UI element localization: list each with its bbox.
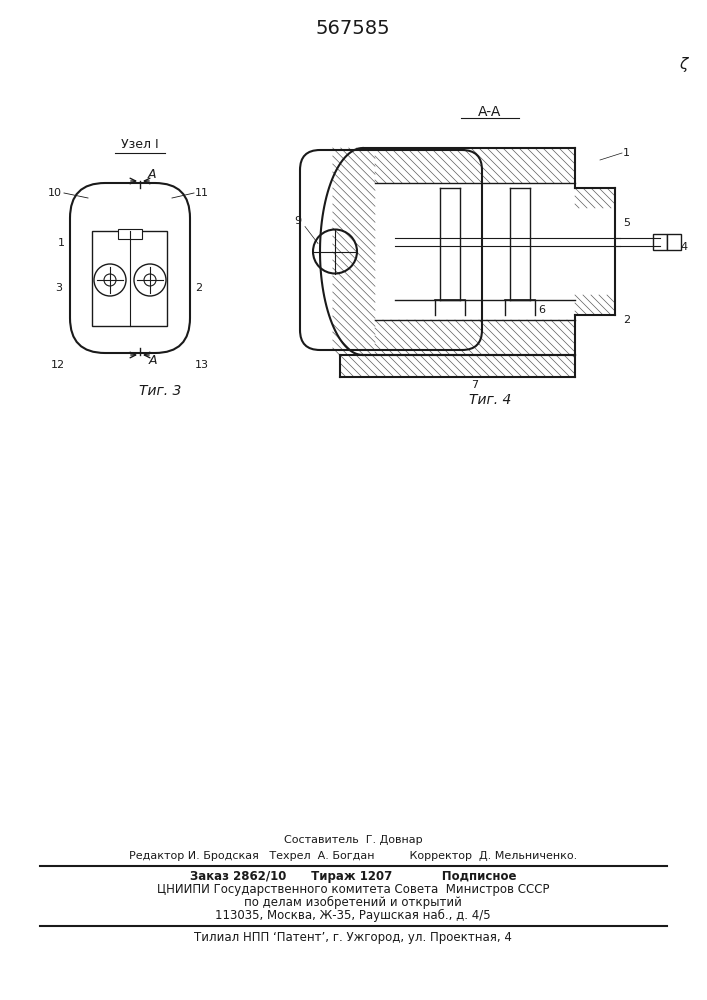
- Circle shape: [144, 274, 156, 286]
- Text: 9: 9: [294, 217, 302, 227]
- Text: Составитель  Г. Довнар: Составитель Г. Довнар: [284, 835, 422, 845]
- Bar: [333, 148, 375, 355]
- Text: Τиг. 3: Τиг. 3: [139, 384, 181, 398]
- Text: Τилиал НПП ‘Патент’, г. Ужгород, ул. Проектная, 4: Τилиал НПП ‘Патент’, г. Ужгород, ул. Про…: [194, 931, 512, 944]
- Text: 3: 3: [55, 283, 62, 293]
- Text: 7: 7: [472, 380, 479, 390]
- Circle shape: [313, 230, 357, 273]
- Text: A-A: A-A: [479, 105, 502, 119]
- Text: 12: 12: [51, 360, 65, 370]
- Bar: [575, 295, 615, 315]
- Bar: [340, 355, 575, 377]
- Bar: [575, 188, 615, 208]
- Text: 11: 11: [195, 188, 209, 198]
- Text: A: A: [148, 355, 157, 367]
- FancyBboxPatch shape: [300, 150, 482, 350]
- Text: 2: 2: [195, 283, 202, 293]
- Text: 113035, Москва, Ж-35, Раушская наб., д. 4/5: 113035, Москва, Ж-35, Раушская наб., д. …: [215, 909, 491, 922]
- Circle shape: [134, 264, 166, 296]
- Text: 1: 1: [58, 238, 65, 248]
- Bar: [375, 320, 575, 355]
- Bar: [667, 233, 681, 249]
- Text: 6: 6: [538, 305, 545, 315]
- Text: 2: 2: [623, 315, 630, 325]
- Bar: [118, 229, 142, 238]
- Text: 13: 13: [195, 360, 209, 370]
- Bar: [375, 148, 575, 183]
- Text: 1: 1: [623, 148, 630, 158]
- Text: 10: 10: [48, 188, 62, 198]
- Text: Заказ 2862/10      Тираж 1207            Подписное: Заказ 2862/10 Тираж 1207 Подписное: [189, 870, 516, 883]
- Circle shape: [94, 264, 126, 296]
- Text: 4: 4: [680, 241, 687, 251]
- Bar: [93, 231, 168, 326]
- Text: Τиг. 4: Τиг. 4: [469, 393, 511, 407]
- Text: ЦНИИПИ Государственного комитета Совета  Министров СССР: ЦНИИПИ Государственного комитета Совета …: [157, 883, 549, 896]
- FancyBboxPatch shape: [70, 183, 190, 353]
- Text: ζ: ζ: [679, 57, 687, 73]
- Text: 567585: 567585: [316, 18, 390, 37]
- Text: Редактор И. Бродская   Техрел  А. Богдан          Корректор  Д. Мельниченко.: Редактор И. Бродская Техрел А. Богдан Ко…: [129, 851, 577, 861]
- Text: 5: 5: [623, 219, 630, 229]
- Circle shape: [104, 274, 116, 286]
- Text: A: A: [148, 168, 156, 182]
- Text: по делам изобретений и открытий: по делам изобретений и открытий: [244, 896, 462, 909]
- Text: Узел I: Узел I: [121, 138, 159, 151]
- Bar: [653, 233, 667, 249]
